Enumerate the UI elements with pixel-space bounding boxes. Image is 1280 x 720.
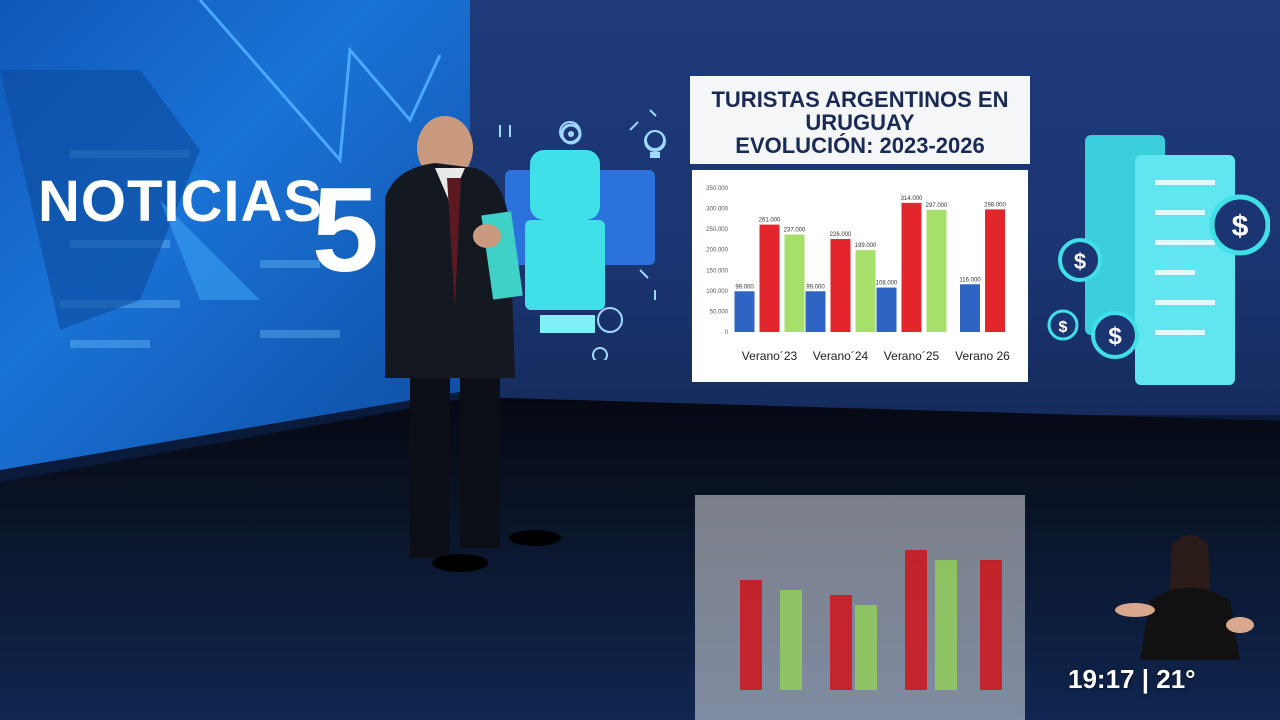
bar-value-label: 99.000 [806, 284, 825, 290]
x-category-label: Verano´25 [884, 349, 940, 363]
bar [830, 239, 851, 332]
chart-title-panel: TURISTAS ARGENTINOS EN URUGUAY EVOLUCIÓN… [690, 76, 1030, 164]
y-tick-label: 350.000 [706, 186, 728, 192]
brand-number: 5 [312, 163, 379, 297]
bar-value-label: 108.000 [876, 281, 898, 287]
y-tick-label: 0 [725, 330, 729, 336]
svg-text:$: $ [1074, 249, 1086, 274]
bar [734, 291, 755, 332]
bar-value-label: 314.000 [901, 196, 923, 202]
chart-reflection [695, 495, 1025, 720]
y-tick-label: 100.000 [706, 289, 728, 295]
dollar-coin-icon: $ $ $ $ [1047, 194, 1270, 359]
bar [960, 284, 980, 332]
bar-value-label: 237.000 [784, 227, 806, 233]
sign-language-interpreter [1115, 535, 1254, 660]
brand-name: NOTICIAS [38, 169, 324, 234]
bar [985, 209, 1005, 332]
bar [784, 234, 805, 332]
svg-text:$: $ [1059, 319, 1068, 336]
svg-text:$: $ [1108, 323, 1122, 350]
y-tick-label: 250.000 [706, 227, 728, 233]
bar-chart-panel: 350.000 300.000 250.000 200.000 150.000 100.0… [692, 170, 1028, 382]
chart-title-line3: EVOLUCIÓN: 2023-2026 [735, 133, 985, 158]
bar [805, 291, 826, 332]
y-tick-label: 200.000 [706, 248, 728, 254]
x-category-label: Verano 26 [955, 349, 1010, 363]
y-tick-label: 50.000 [710, 309, 729, 315]
bar-value-label: 99.000 [735, 284, 754, 290]
bar-value-label: 261.000 [759, 218, 781, 224]
bar-value-label: 226.000 [830, 232, 852, 238]
x-category-label: Verano´23 [742, 349, 798, 363]
chart-title-line2: URUGUAY [805, 110, 915, 135]
x-category-label: Verano´24 [813, 349, 869, 363]
lightbulb-icon [644, 130, 666, 158]
y-tick-label: 150.000 [706, 268, 728, 274]
svg-text:$: $ [1232, 210, 1249, 243]
bar-value-label: 199.000 [855, 243, 877, 249]
receipt-coins-icon: $ $ $ $ [1047, 135, 1270, 385]
bar [901, 202, 922, 332]
bar-chart: 350.000 300.000 250.000 200.000 150.000 100.0… [706, 186, 1010, 363]
bar-value-label: 297.000 [926, 203, 948, 209]
separator: | [1141, 664, 1150, 694]
studio-floor [0, 397, 1280, 720]
temperature-text: 21° [1156, 664, 1196, 694]
time-temperature-readout: 19:17 | 21° [1068, 664, 1196, 695]
bar [876, 287, 897, 332]
trend-line-graphic [0, 0, 442, 330]
bar [759, 224, 780, 332]
chart-title-line1: TURISTAS ARGENTINOS EN [711, 87, 1009, 112]
bar-value-label: 116.000 [959, 277, 981, 283]
bar [926, 209, 947, 332]
time-text: 19:17 [1068, 664, 1135, 694]
gear-icon [560, 123, 582, 145]
y-tick-label: 300.000 [706, 207, 728, 213]
presenter [385, 116, 561, 572]
fist-money-icon [499, 109, 665, 360]
bar [855, 250, 876, 332]
bar-value-label: 298.000 [984, 202, 1006, 208]
